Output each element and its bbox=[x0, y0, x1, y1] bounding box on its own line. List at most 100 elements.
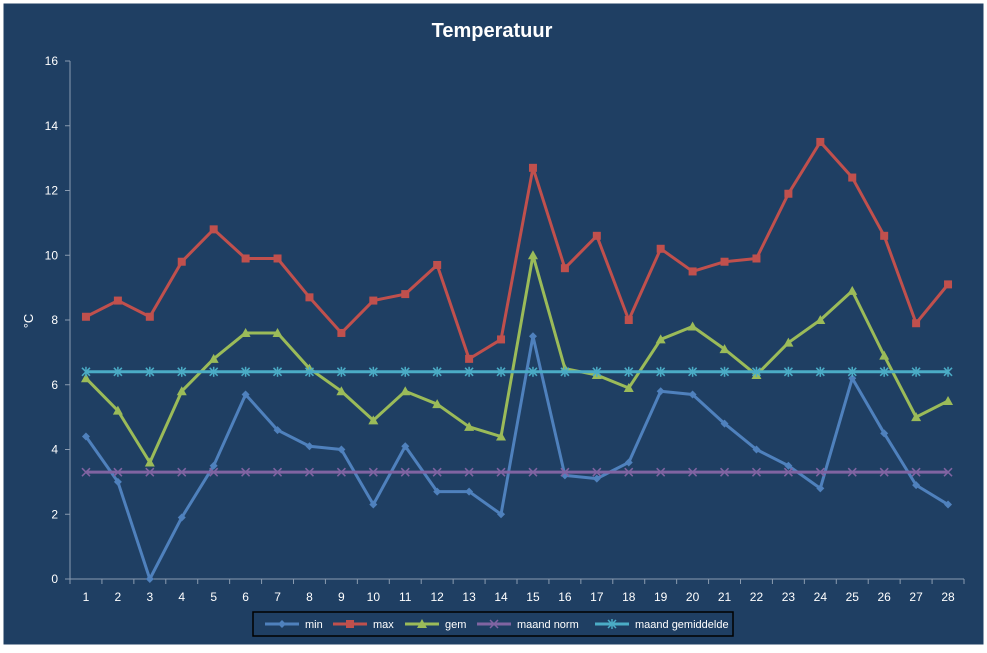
data-point-maand-norm bbox=[943, 467, 953, 477]
x-tick-label: 3 bbox=[146, 590, 153, 604]
data-point-gem bbox=[80, 373, 91, 383]
x-tick-label: 27 bbox=[909, 590, 923, 604]
x-tick-label: 14 bbox=[494, 590, 508, 604]
data-point-max bbox=[912, 319, 921, 328]
data-point-gem bbox=[400, 386, 411, 396]
data-point-min bbox=[337, 445, 346, 454]
data-point-min bbox=[912, 481, 921, 490]
data-point-maand-gemiddelde bbox=[241, 366, 251, 377]
data-point-max bbox=[305, 293, 314, 302]
data-point-maand-gemiddelde bbox=[879, 366, 889, 377]
data-point-maand-gemiddelde bbox=[273, 366, 283, 377]
data-point-gem bbox=[911, 412, 922, 422]
data-point-maand-gemiddelde bbox=[368, 366, 378, 377]
data-point-min bbox=[624, 458, 633, 467]
data-point-maand-gemiddelde bbox=[560, 366, 570, 377]
x-tick-label: 24 bbox=[814, 590, 828, 604]
data-point-min bbox=[848, 374, 857, 383]
data-point-min bbox=[592, 474, 601, 483]
x-tick-label: 4 bbox=[178, 590, 185, 604]
data-point-min bbox=[688, 390, 697, 399]
data-point-gem bbox=[719, 344, 730, 354]
data-point-maand-norm bbox=[592, 467, 602, 477]
data-point-min bbox=[241, 390, 250, 399]
data-point-maand-norm bbox=[273, 467, 283, 477]
legend-item-gem: gem bbox=[405, 619, 466, 631]
data-point-min bbox=[720, 419, 729, 428]
data-point-min bbox=[784, 461, 793, 470]
series-line-max bbox=[85, 140, 950, 361]
data-point-max bbox=[688, 267, 697, 276]
data-point-maand-gemiddelde bbox=[145, 366, 155, 377]
data-point-maand-norm bbox=[624, 467, 634, 477]
data-point-maand-gemiddelde bbox=[592, 366, 602, 377]
data-point-maand-norm bbox=[815, 467, 825, 477]
data-point-max bbox=[528, 163, 537, 172]
data-point-gem bbox=[272, 327, 283, 337]
data-point-maand-norm bbox=[496, 467, 506, 477]
data-point-min bbox=[305, 442, 314, 451]
y-tick-label: 14 bbox=[45, 119, 59, 133]
data-point-min bbox=[752, 445, 761, 454]
data-point-maand-norm bbox=[81, 467, 91, 477]
series-layer bbox=[80, 137, 954, 583]
data-point-maand-norm bbox=[783, 467, 793, 477]
y-tick-label: 4 bbox=[51, 443, 58, 457]
data-point-maand-gemiddelde bbox=[496, 366, 506, 377]
x-tick-label: 16 bbox=[558, 590, 572, 604]
data-point-gem bbox=[240, 327, 251, 337]
series-min bbox=[81, 332, 953, 583]
data-point-max bbox=[401, 290, 410, 299]
legend-swatch-marker bbox=[346, 620, 354, 628]
data-point-maand-norm bbox=[720, 467, 730, 477]
data-point-gem bbox=[496, 431, 507, 441]
x-tick-label: 25 bbox=[846, 590, 860, 604]
data-point-maand-norm bbox=[847, 467, 857, 477]
data-point-min bbox=[880, 429, 889, 438]
data-point-maand-norm bbox=[688, 467, 698, 477]
data-point-gem bbox=[112, 405, 123, 415]
data-point-min bbox=[81, 432, 90, 441]
legend-swatch-marker bbox=[278, 620, 286, 628]
data-point-maand-gemiddelde bbox=[943, 366, 953, 377]
x-tick-label: 2 bbox=[115, 590, 122, 604]
data-point-min bbox=[816, 484, 825, 493]
data-point-min bbox=[369, 500, 378, 509]
data-point-gem bbox=[655, 334, 666, 344]
data-point-maand-gemiddelde bbox=[336, 366, 346, 377]
data-point-max bbox=[592, 231, 601, 240]
data-point-maand-norm bbox=[368, 467, 378, 477]
legend-label: min bbox=[305, 619, 323, 631]
data-point-min bbox=[177, 513, 186, 522]
data-point-maand-gemiddelde bbox=[720, 366, 730, 377]
data-point-max bbox=[337, 328, 346, 337]
series-line-gem bbox=[84, 253, 949, 464]
data-point-max bbox=[944, 280, 953, 289]
x-tick-label: 15 bbox=[526, 590, 540, 604]
data-point-gem bbox=[687, 321, 698, 331]
data-point-gem bbox=[847, 285, 858, 295]
data-point-maand-gemiddelde bbox=[304, 366, 314, 377]
data-point-gem bbox=[432, 399, 443, 409]
data-point-max bbox=[465, 354, 474, 363]
x-tick-label: 11 bbox=[399, 590, 412, 604]
data-point-gem bbox=[368, 415, 379, 425]
data-point-maand-norm bbox=[560, 467, 570, 477]
series-max bbox=[81, 137, 953, 363]
data-point-maand-gemiddelde bbox=[688, 366, 698, 377]
data-point-gem bbox=[464, 421, 475, 431]
data-point-maand-norm bbox=[432, 467, 442, 477]
data-point-gem bbox=[623, 382, 634, 392]
data-point-max bbox=[624, 316, 633, 324]
data-point-min bbox=[497, 510, 506, 519]
data-point-max bbox=[880, 231, 889, 240]
data-point-max bbox=[752, 254, 761, 263]
x-tick-label: 19 bbox=[654, 590, 668, 604]
x-tick-label: 21 bbox=[718, 590, 732, 604]
data-point-maand-norm bbox=[113, 467, 123, 477]
data-point-maand-norm bbox=[528, 467, 538, 477]
